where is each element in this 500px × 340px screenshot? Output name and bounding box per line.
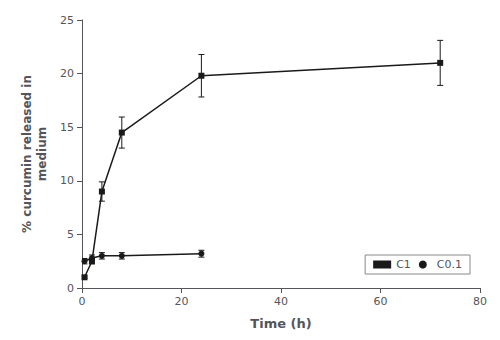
svg-text:10: 10 (60, 174, 74, 187)
svg-text:% curcumin released in: % curcumin released in (20, 75, 34, 233)
svg-text:C0.1: C0.1 (437, 258, 462, 271)
svg-text:0: 0 (79, 295, 86, 308)
svg-text:25: 25 (60, 14, 74, 27)
svg-text:C1: C1 (396, 258, 411, 271)
svg-text:medium: medium (35, 127, 49, 181)
svg-text:0: 0 (67, 282, 74, 295)
svg-text:15: 15 (60, 121, 74, 134)
svg-text:20: 20 (175, 295, 189, 308)
svg-text:20: 20 (60, 67, 74, 80)
svg-text:40: 40 (274, 295, 288, 308)
svg-text:60: 60 (374, 295, 388, 308)
svg-text:80: 80 (473, 295, 487, 308)
svg-text:Time (h): Time (h) (250, 316, 311, 331)
svg-text:5: 5 (67, 228, 74, 241)
